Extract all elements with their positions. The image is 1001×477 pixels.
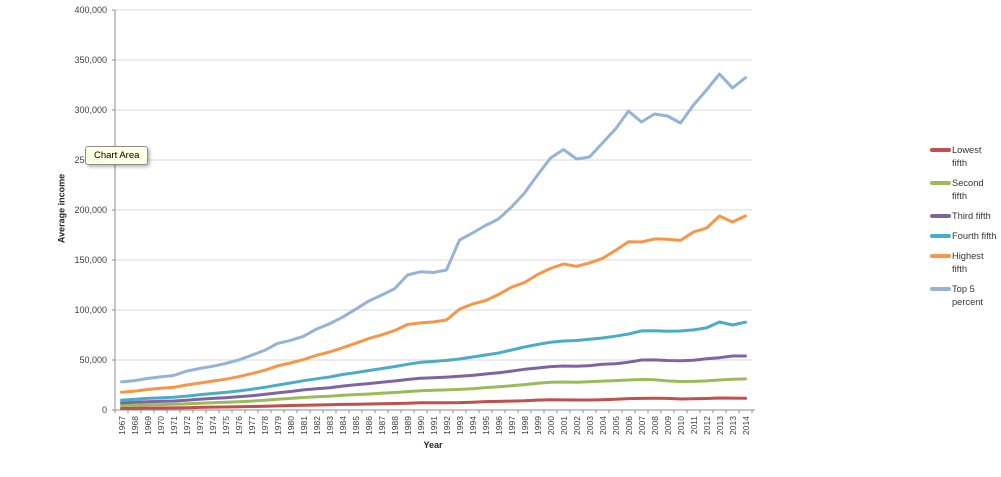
x-tick-label: 2013 bbox=[715, 416, 725, 435]
x-tick-label: 2010 bbox=[676, 416, 686, 435]
x-tick-label: 1970 bbox=[156, 416, 166, 435]
x-tick-label: 2005 bbox=[611, 416, 621, 435]
legend-label: Fourth fifth bbox=[952, 231, 997, 241]
legend-label: Highest fifth bbox=[952, 251, 984, 274]
y-tick-label: 100,000 bbox=[74, 305, 107, 315]
legend-swatch bbox=[930, 214, 951, 218]
y-tick-label: 50,000 bbox=[79, 355, 107, 365]
plot-area[interactable] bbox=[115, 10, 752, 410]
x-tick-label: 1983 bbox=[325, 416, 335, 435]
chart-legend[interactable]: Lowest fifth Second fifth Third fifth Fourt… bbox=[930, 144, 1000, 316]
x-tick-label: 2002 bbox=[572, 416, 582, 435]
legend-item-second-fifth[interactable]: Second fifth bbox=[930, 177, 1000, 203]
x-tick-label: 2011 bbox=[689, 416, 699, 435]
y-tick-label: 150,000 bbox=[74, 255, 107, 265]
x-tick-label: 1981 bbox=[299, 416, 309, 435]
legend-label: Lowest fifth bbox=[952, 145, 982, 168]
x-tick-label: 2014 bbox=[741, 416, 751, 435]
legend-swatch bbox=[930, 234, 951, 238]
x-tick-label: 1977 bbox=[247, 416, 257, 435]
legend-item-top-5-percent[interactable]: Top 5 percent bbox=[930, 283, 1000, 309]
series-line-second-fifth[interactable] bbox=[120, 377, 747, 407]
x-tick-label: 1967 bbox=[117, 416, 127, 435]
series-line-top-5-percent[interactable] bbox=[120, 72, 747, 384]
x-tick-label: 2006 bbox=[624, 416, 634, 435]
series-line-third-fifth[interactable] bbox=[120, 354, 747, 405]
legend-label: Top 5 percent bbox=[952, 284, 984, 307]
x-tick-label: 1990 bbox=[416, 416, 426, 435]
x-tick-label: 1988 bbox=[390, 416, 400, 435]
x-tick-label: 1986 bbox=[364, 416, 374, 435]
x-tick-label: 1997 bbox=[507, 416, 517, 435]
x-tick-label: 1998 bbox=[520, 416, 530, 435]
x-tick-label: 1976 bbox=[234, 416, 244, 435]
legend-item-third-fifth[interactable]: Third fifth bbox=[930, 210, 1000, 223]
x-axis-title: Year bbox=[423, 440, 443, 450]
x-tick-label: 1969 bbox=[143, 416, 153, 435]
x-tick-label: 1973 bbox=[195, 416, 205, 435]
x-tick-label: 2013 bbox=[728, 416, 738, 435]
legend-swatch bbox=[930, 148, 951, 152]
x-tick-label: 1994 bbox=[468, 416, 478, 435]
legend-label: Second fifth bbox=[952, 178, 984, 201]
x-tick-label: 1982 bbox=[312, 416, 322, 435]
y-tick-label: 0 bbox=[102, 405, 107, 415]
x-tick-label: 1993 bbox=[455, 416, 465, 435]
legend-swatch bbox=[930, 287, 951, 291]
legend-item-highest-fifth[interactable]: Highest fifth bbox=[930, 250, 1000, 276]
y-tick-label: 200,000 bbox=[74, 205, 107, 215]
chart-area-tooltip: Chart Area bbox=[85, 146, 149, 165]
x-tick-label: 1996 bbox=[494, 416, 504, 435]
legend-swatch bbox=[930, 181, 951, 185]
legend-item-lowest-fifth[interactable]: Lowest fifth bbox=[930, 144, 1000, 170]
series-line-lowest-fifth[interactable] bbox=[120, 396, 747, 410]
x-tick-label: 1991 bbox=[429, 416, 439, 435]
x-tick-label: 2001 bbox=[559, 416, 569, 435]
legend-label: Third fifth bbox=[952, 211, 991, 221]
legend-swatch bbox=[930, 254, 951, 258]
x-tick-label: 1989 bbox=[403, 416, 413, 435]
x-tick-label: 2003 bbox=[585, 416, 595, 435]
x-tick-label: 1999 bbox=[533, 416, 543, 435]
x-tick-label: 1971 bbox=[169, 416, 179, 435]
x-tick-label: 1978 bbox=[260, 416, 270, 435]
x-tick-label: 1968 bbox=[130, 416, 140, 435]
x-tick-label: 1980 bbox=[286, 416, 296, 435]
series-line-highest-fifth[interactable] bbox=[120, 214, 747, 394]
series-line-fourth-fifth[interactable] bbox=[120, 320, 747, 402]
x-tick-label: 1972 bbox=[182, 416, 192, 435]
y-tick-label: 400,000 bbox=[74, 5, 107, 15]
x-tick-label: 2012 bbox=[702, 416, 712, 435]
x-tick-label: 1975 bbox=[221, 416, 231, 435]
legend-item-fourth-fifth[interactable]: Fourth fifth bbox=[930, 230, 1000, 243]
x-tick-label: 2008 bbox=[650, 416, 660, 435]
y-axis-title: Average income bbox=[56, 173, 67, 244]
x-tick-label: 1987 bbox=[377, 416, 387, 435]
x-tick-label: 1979 bbox=[273, 416, 283, 435]
x-tick-label: 2007 bbox=[637, 416, 647, 435]
x-tick-label: 1995 bbox=[481, 416, 491, 435]
x-tick-label: 2009 bbox=[663, 416, 673, 435]
x-tick-label: 1984 bbox=[338, 416, 348, 435]
x-tick-label: 1992 bbox=[442, 416, 452, 435]
x-tick-label: 2004 bbox=[598, 416, 608, 435]
x-tick-label: 2000 bbox=[546, 416, 556, 435]
x-tick-label: 1974 bbox=[208, 416, 218, 435]
y-tick-label: 350,000 bbox=[74, 55, 107, 65]
x-tick-label: 1985 bbox=[351, 416, 361, 435]
y-tick-label: 300,000 bbox=[74, 105, 107, 115]
